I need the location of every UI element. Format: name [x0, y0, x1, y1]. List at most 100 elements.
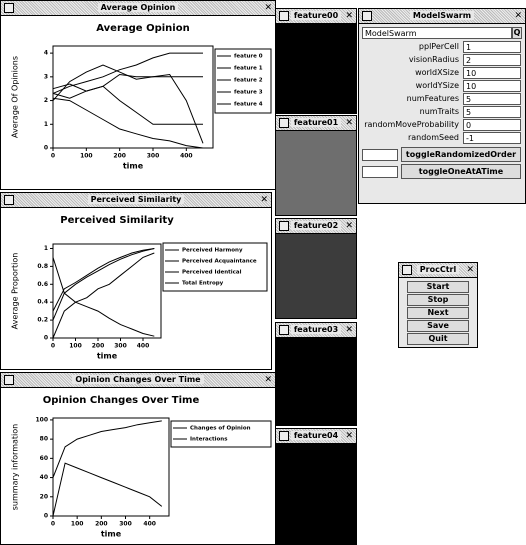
close-button[interactable]: ✕	[345, 9, 353, 23]
name-field: ModelSwarm	[362, 27, 512, 39]
window-menu-button[interactable]	[279, 431, 289, 441]
toggle-button[interactable]: toggleRandomizedOrder	[401, 147, 521, 162]
y-tick-label: 80	[40, 436, 48, 443]
title-bar: Average Opinion ✕	[1, 1, 275, 16]
control-button[interactable]: Stop	[407, 294, 469, 306]
series-line	[53, 249, 154, 312]
param-field[interactable]: 10	[463, 80, 521, 92]
param-field[interactable]: 0	[463, 119, 521, 131]
raster-view	[276, 338, 356, 425]
param-label: randomSeed	[408, 133, 459, 142]
x-tick-label: 400	[137, 343, 150, 350]
close-button[interactable]: ✕	[514, 9, 522, 23]
y-tick-label: 1	[44, 121, 48, 128]
window-menu-button[interactable]	[4, 375, 14, 385]
legend-label: Interactions	[190, 437, 228, 443]
chart-title: Opinion Changes Over Time	[43, 395, 200, 406]
plot-frame	[53, 418, 169, 516]
control-button[interactable]: Save	[407, 320, 469, 332]
feature-window: feature03✕	[275, 322, 357, 426]
toggle-button[interactable]: toggleOneAtATime	[401, 164, 521, 179]
series-line	[53, 53, 203, 93]
window-menu-button[interactable]	[279, 11, 289, 21]
param-label: numFeatures	[407, 94, 459, 103]
x-tick-label: 200	[113, 153, 126, 160]
title-bar: ProcCtrl✕	[399, 263, 477, 278]
window-title: Average Opinion	[98, 3, 179, 12]
y-tick-label: 0.4	[37, 299, 48, 306]
feature-window: feature04 ✕	[275, 428, 357, 545]
close-button[interactable]: ✕	[345, 429, 353, 443]
window-menu-button[interactable]	[279, 221, 289, 231]
series-line	[53, 257, 154, 336]
x-tick-label: 400	[180, 153, 193, 160]
legend-label: feature 1	[234, 66, 263, 72]
title-bar: Perceived Similarity ✕	[1, 193, 271, 208]
y-tick-label: 0	[44, 145, 48, 152]
y-axis-label: summary information	[11, 424, 20, 510]
window-title: feature04	[291, 431, 341, 440]
y-tick-label: 60	[40, 455, 48, 462]
x-tick-label: 0	[51, 521, 55, 528]
x-tick-label: 300	[119, 521, 132, 528]
control-button[interactable]: Next	[407, 307, 469, 319]
param-field[interactable]: 1	[463, 41, 521, 53]
param-field[interactable]: -1	[463, 132, 521, 144]
y-tick-label: 40	[40, 474, 48, 481]
close-button[interactable]: ✕	[466, 263, 474, 277]
chart-title: Average Opinion	[96, 23, 189, 34]
x-tick-label: 300	[114, 343, 127, 350]
probe-button[interactable]: Q	[512, 27, 522, 39]
window-menu-button[interactable]	[279, 325, 289, 335]
x-axis-label: time	[101, 530, 122, 539]
y-tick-label: 0.2	[37, 317, 48, 324]
title-bar: Opinion Changes Over Time ✕	[1, 373, 275, 388]
param-field[interactable]: 10	[463, 67, 521, 79]
param-label: visionRadius	[409, 55, 459, 64]
close-button[interactable]: ✕	[264, 1, 272, 15]
feature-window: feature01✕	[275, 115, 357, 216]
y-axis-label: Average Proportion	[11, 253, 20, 330]
close-button[interactable]: ✕	[264, 373, 272, 387]
param-field[interactable]: 2	[463, 54, 521, 66]
window-menu-button[interactable]	[279, 118, 289, 128]
y-tick-label: 1	[44, 245, 48, 252]
chart-window: Perceived Similarity ✕Perceived Similarit…	[0, 192, 272, 370]
series-line	[53, 421, 162, 478]
y-tick-label: 3	[44, 73, 48, 80]
y-tick-label: 4	[44, 50, 48, 57]
close-button[interactable]: ✕	[260, 193, 268, 207]
series-line	[53, 98, 203, 148]
window-title: Opinion Changes Over Time	[72, 375, 203, 384]
chart-window: Average Opinion ✕ Average Opinion 0 1 2 3 4 0 100…	[0, 0, 276, 190]
control-button[interactable]: Start	[407, 281, 469, 293]
x-tick-label: 100	[80, 153, 93, 160]
series-line	[53, 75, 203, 92]
raster-view	[276, 444, 356, 544]
raster-view	[276, 24, 356, 113]
param-label: randomMoveProbability	[364, 120, 459, 129]
window-title: Perceived Similarity	[88, 195, 185, 204]
y-tick-label: 0	[44, 335, 48, 342]
close-button[interactable]: ✕	[345, 323, 353, 337]
x-tick-label: 300	[147, 153, 160, 160]
close-button[interactable]: ✕	[345, 219, 353, 233]
y-tick-label: 0.6	[37, 281, 48, 288]
window-menu-button[interactable]	[4, 195, 14, 205]
close-button[interactable]: ✕	[345, 116, 353, 130]
legend-label: feature 4	[234, 102, 263, 108]
param-field[interactable]: 5	[463, 106, 521, 118]
control-button[interactable]: Quit	[407, 333, 469, 345]
x-tick-label: 0	[51, 153, 55, 160]
param-field[interactable]: 5	[463, 93, 521, 105]
y-tick-label: 2	[44, 97, 48, 104]
param-label: pplPerCell	[419, 42, 459, 51]
series-line	[53, 463, 162, 516]
window-menu-button[interactable]	[362, 11, 372, 21]
window-menu-button[interactable]	[402, 265, 412, 275]
window-menu-button[interactable]	[4, 3, 14, 13]
x-tick-label: 400	[143, 521, 156, 528]
